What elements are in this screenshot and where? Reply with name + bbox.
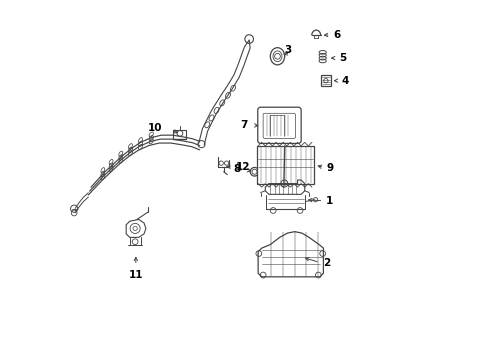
Text: 3: 3	[284, 45, 291, 55]
Text: 12: 12	[235, 162, 250, 172]
Text: 1: 1	[325, 196, 333, 206]
Text: 4: 4	[341, 76, 348, 86]
Text: 10: 10	[147, 123, 162, 133]
Text: 5: 5	[339, 53, 346, 63]
Text: 2: 2	[322, 258, 329, 268]
Text: 6: 6	[333, 30, 340, 40]
Text: 8: 8	[233, 164, 241, 174]
Text: 11: 11	[128, 270, 143, 280]
Text: 7: 7	[240, 121, 247, 130]
Text: 9: 9	[326, 163, 333, 173]
